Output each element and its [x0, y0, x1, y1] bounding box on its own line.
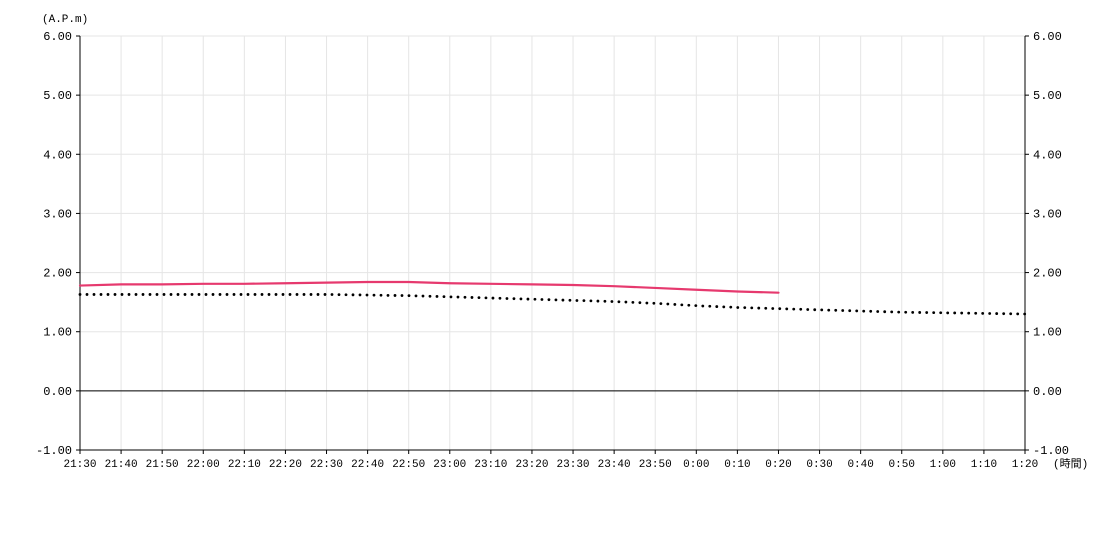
svg-text:6.00: 6.00: [1033, 30, 1062, 44]
svg-text:23:10: 23:10: [474, 459, 507, 471]
svg-text:22:30: 22:30: [310, 459, 343, 471]
svg-text:0:30: 0:30: [806, 459, 832, 471]
svg-text:5.00: 5.00: [1033, 89, 1062, 103]
svg-text:21:50: 21:50: [146, 459, 179, 471]
svg-text:0.00: 0.00: [1033, 385, 1062, 399]
svg-text:23:30: 23:30: [557, 459, 590, 471]
svg-text:-1.00: -1.00: [1033, 444, 1069, 458]
svg-text:2.00: 2.00: [43, 267, 72, 281]
svg-text:3.00: 3.00: [43, 207, 72, 221]
svg-text:4.00: 4.00: [1033, 148, 1062, 162]
tide-chart: -1.00 -1.00 0.00 0.00 1.00 1.00 2.00 2.00 3.00 3.…: [0, 0, 1100, 550]
svg-text:22:40: 22:40: [351, 459, 384, 471]
svg-text:0:40: 0:40: [847, 459, 873, 471]
svg-text:1:00: 1:00: [930, 459, 956, 471]
svg-text:23:00: 23:00: [433, 459, 466, 471]
svg-text:1.00: 1.00: [1033, 326, 1062, 340]
svg-text:3.00: 3.00: [1033, 207, 1062, 221]
svg-text:4.00: 4.00: [43, 148, 72, 162]
svg-text:(A.P.m): (A.P.m): [42, 14, 88, 26]
svg-text:23:50: 23:50: [639, 459, 672, 471]
svg-text:22:00: 22:00: [187, 459, 220, 471]
svg-text:1:10: 1:10: [971, 459, 997, 471]
svg-text:(時間): (時間): [1053, 457, 1088, 471]
svg-text:1:20: 1:20: [1012, 459, 1038, 471]
svg-text:0:10: 0:10: [724, 459, 750, 471]
svg-text:22:10: 22:10: [228, 459, 261, 471]
svg-text:23:40: 23:40: [598, 459, 631, 471]
svg-text:5.00: 5.00: [43, 89, 72, 103]
svg-text:0:20: 0:20: [765, 459, 791, 471]
svg-text:21:40: 21:40: [105, 459, 138, 471]
svg-text:-1.00: -1.00: [36, 444, 72, 458]
svg-text:0:50: 0:50: [889, 459, 915, 471]
svg-text:0.00: 0.00: [43, 385, 72, 399]
svg-text:22:20: 22:20: [269, 459, 302, 471]
svg-text:1.00: 1.00: [43, 326, 72, 340]
svg-text:2.00: 2.00: [1033, 267, 1062, 281]
chart-svg: -1.00 -1.00 0.00 0.00 1.00 1.00 2.00 2.00 3.00 3.…: [0, 0, 1100, 550]
svg-text:21:30: 21:30: [63, 459, 96, 471]
svg-text:23:20: 23:20: [515, 459, 548, 471]
svg-text:6.00: 6.00: [43, 30, 72, 44]
svg-text:0:00: 0:00: [683, 459, 709, 471]
svg-text:22:50: 22:50: [392, 459, 425, 471]
